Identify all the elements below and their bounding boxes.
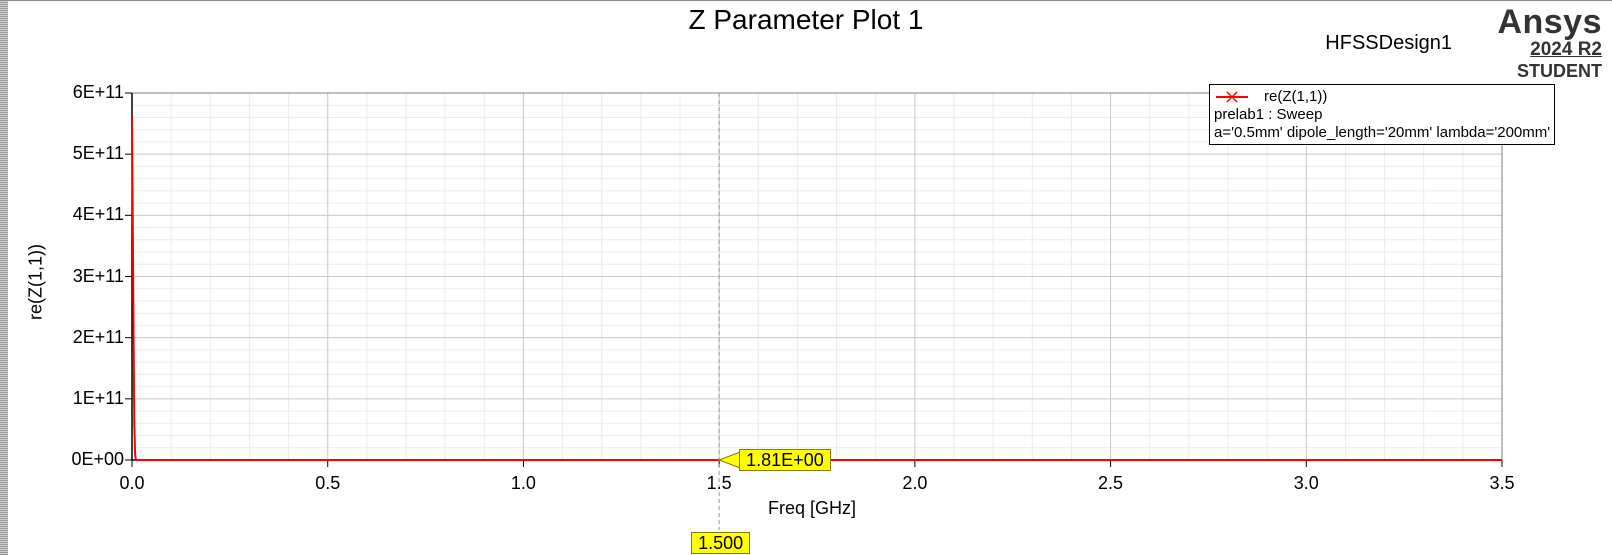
x-tick-label: 0.5	[315, 473, 341, 493]
brand-name: Ansys	[1497, 3, 1602, 41]
y-tick-label: 0E+00	[71, 449, 124, 469]
marker-value-label[interactable]: 1.81E+00	[739, 449, 831, 471]
x-tick-label: 2.0	[902, 473, 928, 493]
legend[interactable]: re(Z(1,1)) prelab1 : Sweep a='0.5mm' dip…	[1209, 84, 1556, 145]
series-layer	[131, 117, 1502, 461]
y-tick-label: 1E+11	[72, 387, 124, 408]
y-tick-label: 6E+11	[72, 82, 124, 102]
y-tick-label: 2E+11	[72, 326, 124, 347]
legend-entry[interactable]: re(Z(1,1))	[1214, 88, 1550, 106]
x-tick-label: 3.0	[1293, 473, 1319, 493]
y-tick-label: 4E+11	[72, 204, 124, 225]
marker-pointer	[717, 451, 741, 469]
legend-sweep: prelab1 : Sweep	[1214, 106, 1323, 123]
marker-x-label[interactable]: 1.500	[691, 532, 751, 554]
legend-series-name: re(Z(1,1))	[1264, 88, 1328, 105]
y-tick-label: 3E+11	[72, 265, 124, 286]
legend-swatch-icon	[1216, 91, 1248, 103]
window-left-edge	[0, 0, 8, 555]
x-tick-label: 2.5	[1098, 473, 1124, 493]
marker-layer	[717, 93, 741, 530]
brand-version: 2024 R2	[1530, 39, 1602, 60]
chart-title: Z Parameter Plot 1	[688, 4, 924, 35]
x-tick-label: 1.0	[510, 473, 536, 493]
design-name: HFSSDesign1	[1325, 32, 1452, 54]
series-line	[131, 117, 1502, 461]
brand-logo: Ansys 2024 R2 STUDENT	[1497, 4, 1602, 82]
brand-edition: STUDENT	[1517, 61, 1602, 81]
x-tick-label: 1.5	[706, 473, 732, 493]
window-top-edge	[0, 0, 1612, 1]
x-tick-label: 0.0	[119, 473, 145, 493]
x-tick-label: 3.5	[1489, 473, 1515, 493]
legend-variables: a='0.5mm' dipole_length='20mm' lambda='2…	[1214, 124, 1551, 141]
y-tick-label: 5E+11	[72, 143, 124, 164]
x-axis-label: Freq [GHz]	[768, 498, 857, 518]
grid-lines	[132, 93, 1502, 460]
